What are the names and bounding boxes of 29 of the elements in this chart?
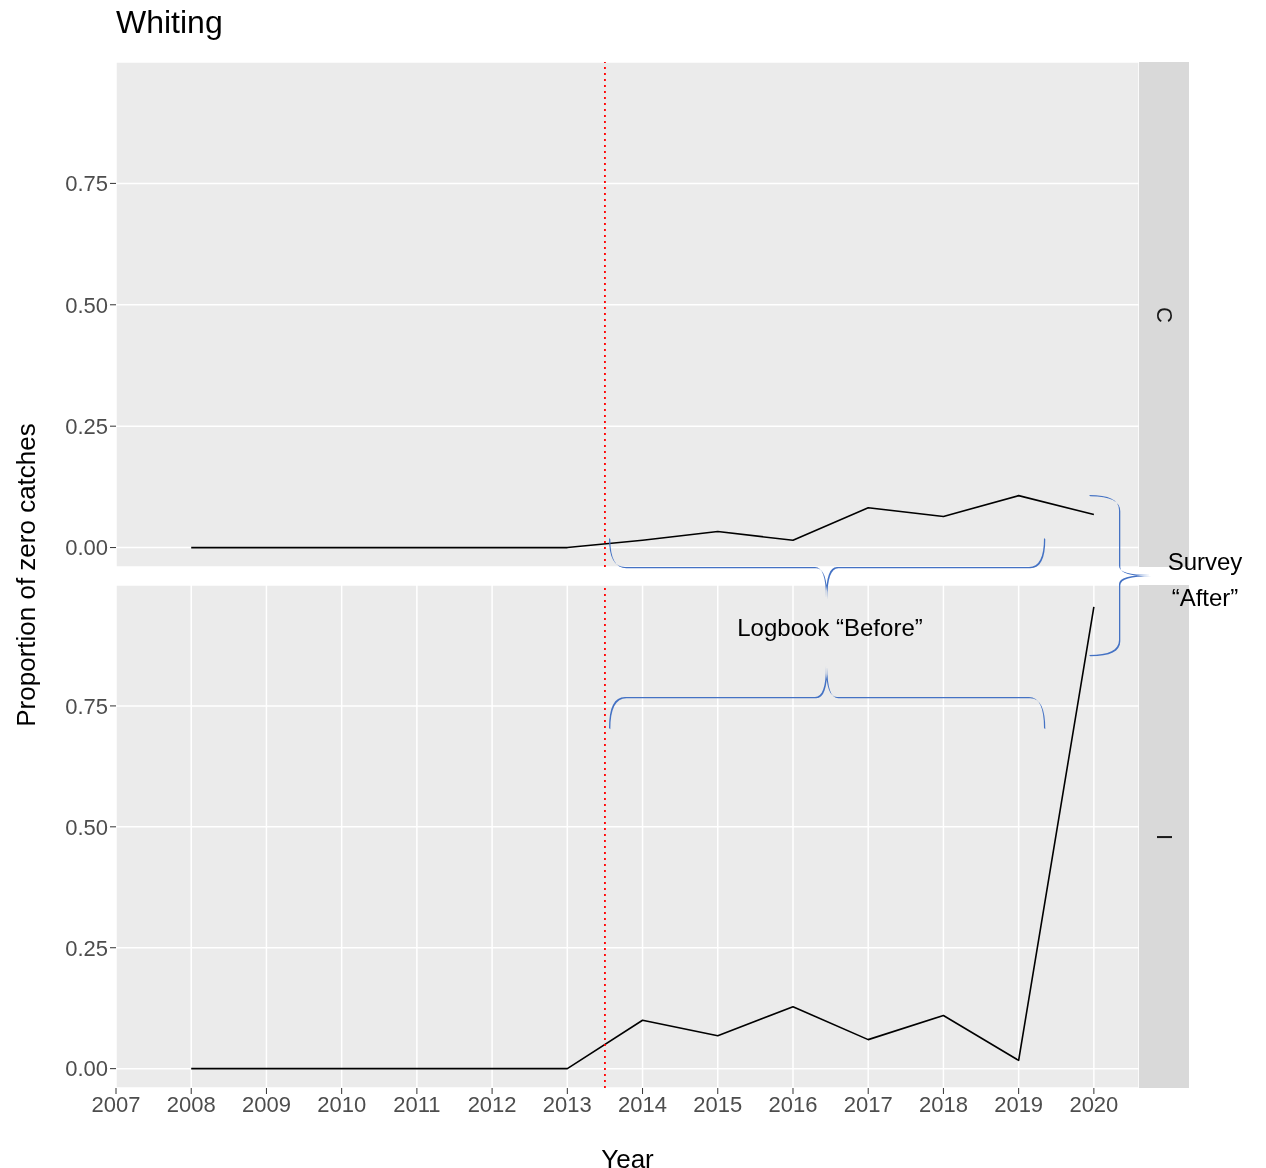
y-tick-label: 0.50 bbox=[65, 814, 108, 840]
y-tick-label: 0.75 bbox=[65, 693, 108, 719]
x-tick-label: 2009 bbox=[241, 1091, 291, 1117]
text: C bbox=[1151, 306, 1177, 323]
x-tick-label: 2010 bbox=[317, 1091, 367, 1117]
x-tick-label: 2020 bbox=[1069, 1091, 1119, 1117]
x-tick-label: 2012 bbox=[467, 1091, 517, 1117]
y-tick-label: 0.50 bbox=[65, 292, 108, 318]
x-tick-label: 2015 bbox=[693, 1091, 743, 1117]
x-tick-label: 2014 bbox=[618, 1091, 668, 1117]
x-tick-label: 2011 bbox=[393, 1091, 441, 1117]
x-tick-label: 2019 bbox=[994, 1091, 1044, 1117]
chart-title: Whiting bbox=[116, 4, 223, 41]
x-tick-label: 2018 bbox=[918, 1091, 968, 1117]
y-tick-label: 0.00 bbox=[65, 1056, 108, 1082]
x-tick-label: 2008 bbox=[166, 1091, 216, 1117]
y-axis-title: Proportion of zero catches bbox=[10, 423, 42, 727]
x-tick-label: 2007 bbox=[91, 1091, 141, 1117]
y-tick-label: 0.25 bbox=[65, 413, 108, 439]
y-tick-label: 0.75 bbox=[65, 171, 108, 197]
annotation: Logbook “Before” bbox=[736, 613, 924, 643]
y-tick-label: 0.25 bbox=[65, 935, 108, 961]
x-tick-label: 2013 bbox=[542, 1091, 592, 1117]
y-tick-label: 0.00 bbox=[65, 535, 108, 561]
x-axis-title: Year bbox=[601, 1144, 655, 1168]
text: Survey “After” bbox=[1166, 547, 1244, 613]
x-tick-label: 2016 bbox=[768, 1091, 818, 1117]
x-tick-label: 2017 bbox=[843, 1091, 893, 1117]
text: I bbox=[1151, 833, 1177, 840]
